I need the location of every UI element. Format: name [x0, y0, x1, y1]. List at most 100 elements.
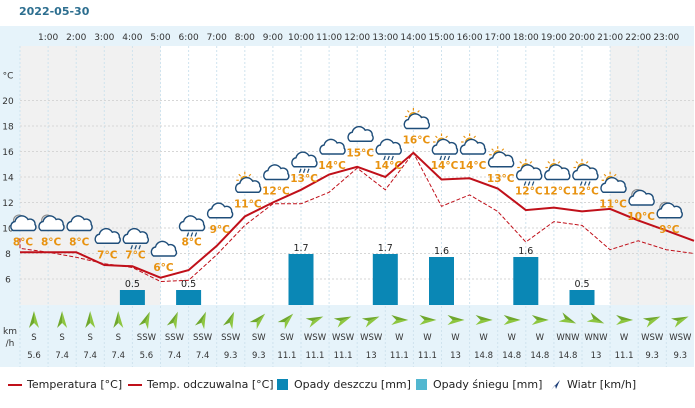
wind-speed-label: 5.6 [27, 351, 41, 361]
hour-tick-label: 15:00 [429, 33, 455, 43]
feels-like-series-line [19, 151, 695, 283]
rain-bars [119, 254, 595, 305]
sun-ray [435, 135, 438, 139]
rain-cloud-icon [178, 215, 206, 237]
sun-ray [575, 161, 579, 164]
wind-direction-label: W [479, 333, 488, 343]
wind-arrow-half [90, 311, 96, 328]
cloud-icon [66, 215, 93, 232]
wind-arrow-half [670, 316, 689, 322]
temperature-label: 13°C [290, 173, 318, 185]
wind-speed-label: 13 [366, 351, 377, 361]
cloud-shape [263, 164, 290, 181]
sun-ray [463, 135, 466, 139]
wind-speed-label: 11.1 [277, 351, 296, 361]
wind-arrow-icon [29, 311, 39, 328]
sun-cloud-icon [235, 171, 262, 193]
rain-bar-labels: 0.5 0.5 1.7 1.7 1.6 1.6 0.5 [125, 243, 590, 290]
rain-drop [138, 245, 141, 250]
hour-tick-label: 6:00 [178, 33, 198, 43]
cloud-shape [403, 113, 431, 130]
legend-feels-like: Temp. odczuwalna [°C] [128, 378, 274, 391]
moon-cloud-icon [10, 214, 37, 232]
wind-arrow-half [62, 311, 68, 328]
temperature-label: 7°C [97, 249, 118, 261]
sun-ray [585, 161, 589, 164]
wind-arrow-half [616, 315, 634, 320]
wind-arrow-half [173, 311, 178, 330]
rain-bar [569, 290, 595, 305]
sun-ray [519, 161, 522, 164]
cloud-shape [178, 215, 206, 232]
cloud-shape [487, 151, 515, 168]
weather-icons [10, 108, 683, 257]
rain-drop [186, 232, 190, 237]
wind-arrow-half [29, 311, 34, 328]
wind-arrow-half [145, 311, 150, 330]
wind-arrow-half [447, 320, 465, 325]
wind-arrow-icon [113, 311, 124, 328]
y-tick-label: °C [3, 72, 14, 82]
chart-date-title: 2022-05-30 [19, 5, 90, 18]
wind-speed-label: 7.4 [55, 351, 69, 361]
temperature-label: 15°C [346, 147, 374, 159]
wind-direction-label: W [451, 333, 460, 343]
wind-arrow-half [391, 320, 409, 325]
rain-bar-label: 1.7 [293, 243, 308, 254]
rain-bar-label: 0.5 [574, 279, 589, 290]
hour-tick-label: 4:00 [122, 33, 142, 43]
hour-tick-label: 19:00 [541, 33, 567, 43]
wind-speed-label: 7.4 [112, 351, 126, 361]
wind-direction-label: W [620, 333, 629, 343]
wind-arrow-icon [447, 315, 465, 325]
wind-direction-label: SSW [193, 333, 213, 343]
rain-drop [194, 232, 198, 237]
hour-tick-label: 9:00 [263, 33, 283, 43]
wind-direction-label: WNW [556, 333, 580, 343]
sun-ray [238, 173, 241, 177]
wind-arrow-half [447, 315, 465, 320]
wind-arrow-half [391, 315, 409, 320]
y-tick-label: 18 [2, 123, 14, 133]
wind-arrow-icon [642, 316, 661, 328]
rain-drop [387, 155, 390, 161]
wind-speed-label: 14.8 [502, 351, 521, 361]
sun-rain-cloud-icon [431, 133, 459, 161]
wind-direction-label: WSW [360, 333, 383, 343]
rain-cloud-icon [375, 138, 402, 161]
wind-arrow-icon [85, 311, 96, 328]
y-tick-label: 8 [5, 250, 11, 260]
rain-drop [587, 181, 591, 186]
wind-speed-label: 11.1 [615, 351, 634, 361]
cloud-shape [206, 202, 234, 219]
cloud-shape [10, 215, 37, 232]
wind-speed-label: 9.3 [252, 351, 266, 361]
sun-ray [529, 161, 533, 164]
sun-rain-cloud-icon [516, 159, 543, 186]
y-tick-label: 10 [2, 225, 14, 235]
sun-ray [603, 173, 607, 177]
cloud-shape [150, 240, 178, 257]
hour-tick-label: 7:00 [207, 33, 227, 43]
temperature-label: 8°C [13, 237, 34, 249]
sun-cloud-icon [403, 108, 431, 130]
wind-speed-label: 11.1 [306, 351, 325, 361]
cloud-shape [38, 215, 65, 232]
moon-cloud-icon [38, 214, 65, 232]
temperature-label: 14°C [375, 160, 403, 172]
y-tick-label: 14 [2, 174, 14, 184]
temperature-label: 8°C [69, 237, 90, 249]
wind-direction-label: WSW [332, 333, 355, 343]
wind-speed-label: 13 [591, 351, 602, 361]
wind-arrow-icon [558, 312, 577, 324]
wind-arrow-icon [57, 311, 68, 328]
wind-speed-label: 9.3 [645, 351, 659, 361]
wind-arrow-half [475, 320, 493, 325]
wind-arrow-half [419, 315, 437, 320]
sun-ray [491, 148, 494, 151]
rain-drop [134, 245, 137, 250]
legend: Temperatura [°C] Temp. odczuwalna [°C] O… [0, 372, 695, 397]
hour-tick-label: 3:00 [94, 33, 114, 43]
rain-drop [383, 155, 386, 161]
wind-speed-label: 9.3 [674, 351, 688, 361]
